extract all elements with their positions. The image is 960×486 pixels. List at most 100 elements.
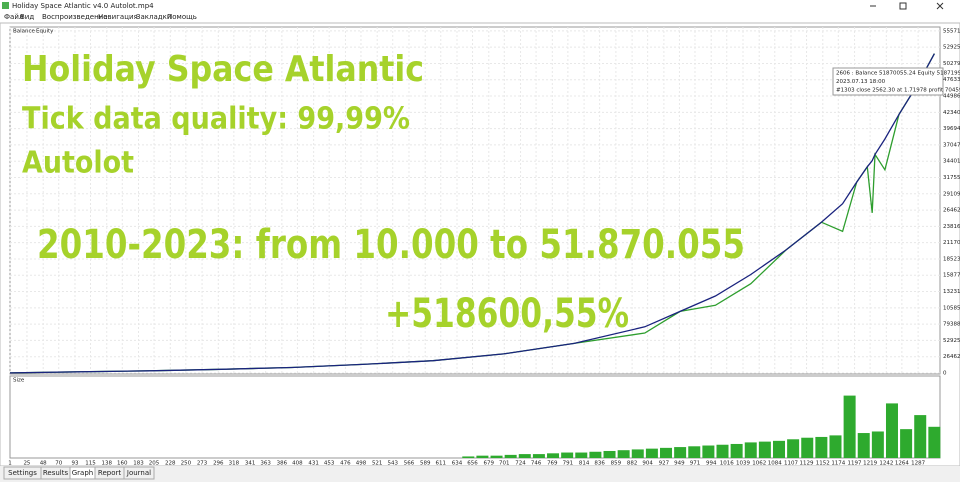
app-icon [2,2,9,9]
y-tick-label: 50279356 [943,61,960,67]
menu-item[interactable]: Закладки [136,13,171,21]
bar [476,455,489,458]
y-tick-label: 52925638 [943,45,960,51]
bar [716,444,729,458]
y-tick-label: 39694228 [943,126,960,132]
x-tick-label: 93 [71,461,78,467]
y-tick-label: 18523973 [943,256,960,262]
x-tick-label: 1219 [863,461,877,467]
maximize[interactable] [899,2,907,10]
x-tick-label: 949 [674,461,685,467]
size-plot [9,375,941,459]
menu-item[interactable]: Помощь [167,13,197,21]
bar [617,450,630,458]
tooltip-line: 2606 : Balance 51870055.24 Equity 518719… [836,71,960,77]
y-tick-label: 34401664 [943,159,960,165]
y-tick-label: 37047946 [943,142,960,148]
bar [843,395,856,458]
y-tick-label: 15877691 [943,273,960,279]
y-tick-label: 13231410 [943,289,960,295]
x-tick-label: 363 [260,461,271,467]
bar [589,451,602,458]
overlay-text: Autolot [22,146,134,181]
x-tick-label: 1 [8,461,12,467]
x-tick-label: 1084 [768,461,782,467]
menu-item[interactable]: Навигация [98,13,138,21]
tooltip-line: 2023.07.13 18:00 [836,79,886,85]
bar [758,441,771,458]
x-tick-label: 205 [149,461,160,467]
bar [504,454,517,458]
x-tick-label: 836 [594,461,605,467]
bar [815,436,828,458]
x-tick-label: 589 [420,461,431,467]
bar [871,431,884,458]
bar [575,452,588,458]
tab-label[interactable]: Results [43,469,69,477]
overlay-text: +518600,55% [385,291,629,337]
close[interactable] [936,2,944,10]
x-tick-label: 1039 [736,461,750,467]
x-tick-label: 273 [197,461,208,467]
bar [532,454,545,458]
bar [730,443,743,458]
x-tick-label: 724 [515,461,526,467]
x-tick-label: 611 [436,461,447,467]
tab-label[interactable]: Journal [126,469,151,477]
menu-item[interactable]: Файл [4,13,23,21]
x-tick-label: 48 [40,461,47,467]
x-tick-label: 476 [340,461,351,467]
y-tick-label: 2646282 [943,354,960,360]
legend-entry: Balance [13,29,36,35]
bar [900,429,913,458]
bar [688,446,701,458]
y-tick-label: 10585128 [943,305,960,311]
overlay-text: 2010-2023: from 10.000 to 51.870.055 [37,222,745,268]
main-plot [9,26,941,375]
bar [490,455,503,458]
y-tick-label: 31755384 [943,175,960,181]
title-bar [0,0,960,11]
window-title: Holiday Space Atlantic v4.0 Autolot.mp4 [12,2,154,10]
tab-label[interactable]: Report [98,469,121,477]
tab-label[interactable]: Settings [8,469,37,477]
x-tick-label: 746 [531,461,542,467]
y-tick-label: 44986792 [943,94,960,100]
x-tick-label: 408 [292,461,303,467]
x-tick-label: 115 [85,461,96,467]
x-tick-label: 927 [659,461,670,467]
bar [561,452,574,458]
bar [462,456,475,458]
bar [857,433,870,458]
x-tick-label: 160 [117,461,128,467]
panel-title: Size [13,378,25,384]
x-tick-label: 882 [627,461,638,467]
x-tick-label: 656 [467,461,478,467]
x-tick-label: 679 [484,461,495,467]
y-tick-label: 26462819 [943,208,960,214]
tab-label[interactable]: Graph [72,469,93,477]
x-tick-label: 1062 [752,461,766,467]
bar [631,449,644,458]
overlay-text: Tick data quality: 99,99% [22,102,410,137]
y-tick-label: 7938846 [943,322,960,328]
tab[interactable] [123,466,155,480]
x-tick-label: 701 [499,461,510,467]
bar [518,454,531,458]
bar [674,447,687,458]
x-tick-label: 1264 [895,461,909,467]
y-tick-label: 55571920 [943,28,960,34]
bar [603,450,616,458]
tab-bar [0,466,960,482]
menu-item[interactable]: Воспроизведение [42,13,108,21]
x-tick-label: 521 [372,461,383,467]
menu-item[interactable]: Вид [20,13,34,21]
bar [744,442,757,458]
y-tick-label: 5292564 [943,338,960,344]
x-tick-label: 296 [213,461,224,467]
x-tick-label: 859 [611,461,622,467]
x-tick-label: 453 [324,461,335,467]
x-tick-label: 1129 [800,461,814,467]
